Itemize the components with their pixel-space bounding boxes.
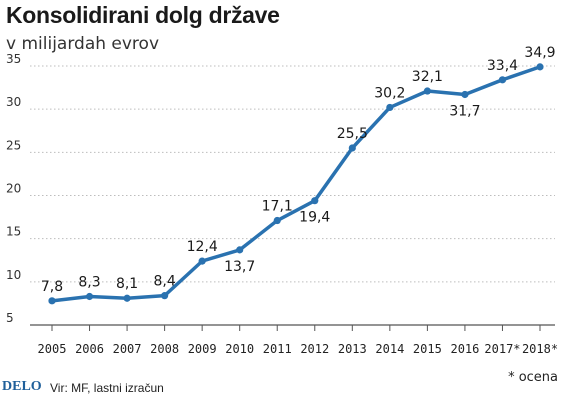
chart-title: Konsolidirani dolg države [6, 2, 280, 28]
data-point [461, 90, 469, 99]
series-line [50, 65, 542, 303]
x-tick-label: 2008 [150, 342, 179, 356]
delo-logo: DELO [2, 379, 42, 394]
data-point [48, 297, 56, 305]
data-point [348, 144, 356, 152]
y-axis-ticks: 5 10 15 20 25 30 35 [6, 52, 21, 325]
data-point [423, 87, 431, 95]
x-tick-label: 2009 [188, 342, 217, 356]
x-tick-label: 2010 [225, 342, 254, 356]
data-point [236, 246, 244, 254]
data-label: 12,4 [187, 239, 218, 255]
data-point [161, 292, 169, 300]
x-tick-label: 2014 [375, 342, 404, 356]
source-note: Vir: MF, lastni izračun [50, 381, 164, 395]
data-point [198, 257, 206, 265]
x-tick-label: 2011 [263, 342, 292, 356]
y-tick-label: 15 [6, 225, 21, 239]
data-point [311, 197, 319, 205]
x-tick-label: 2012 [300, 342, 329, 356]
series-line-group [48, 63, 544, 305]
data-label: 31,7 [449, 103, 480, 119]
data-point [273, 216, 281, 225]
data-label: 13,7 [224, 259, 255, 275]
data-point [123, 294, 131, 302]
y-tick-label: 20 [6, 182, 21, 196]
footnote-estimate: * ocena [508, 370, 558, 385]
grid-lines [30, 65, 555, 283]
x-tick-label: 2015 [413, 342, 442, 356]
data-point [498, 76, 507, 84]
data-label: 19,4 [299, 210, 330, 226]
data-label: 25,5 [337, 126, 368, 142]
x-tick-label: 2016 [450, 342, 479, 356]
x-tick-label: 2017* [484, 342, 520, 356]
data-point [85, 292, 94, 301]
y-tick-label: 25 [6, 138, 21, 152]
data-label: 30,2 [374, 85, 405, 101]
data-label: 8,1 [116, 276, 138, 292]
y-tick-label: 35 [6, 52, 21, 66]
data-label: 32,1 [412, 69, 443, 85]
data-label: 33,4 [487, 58, 518, 74]
x-tick-label: 2007 [113, 342, 142, 356]
data-point [536, 63, 544, 71]
data-label: 17,1 [262, 199, 293, 215]
data-label: 8,3 [78, 275, 100, 291]
y-tick-label: 10 [6, 268, 21, 282]
data-label: 8,4 [153, 274, 175, 290]
y-tick-label: 5 [6, 311, 14, 325]
data-label: 34,9 [524, 45, 555, 61]
x-tick-label: 2006 [75, 342, 104, 356]
x-tick-label: 2005 [38, 342, 67, 356]
data-labels: 7,8 8,3 8,1 8,4 12,4 13,7 17,1 19,4 25,5 30,2 32,1… [41, 45, 556, 295]
x-axis: 2005 2006 2007 2008 2009 2010 2011 2012 2013 2014… [30, 324, 558, 356]
data-label: 7,8 [41, 279, 63, 295]
data-point [386, 103, 394, 112]
y-tick-label: 30 [6, 95, 21, 109]
chart-subtitle: v milijardah evrov [6, 34, 160, 54]
x-tick-label: 2018* [522, 342, 558, 356]
x-tick-label: 2013 [338, 342, 367, 356]
